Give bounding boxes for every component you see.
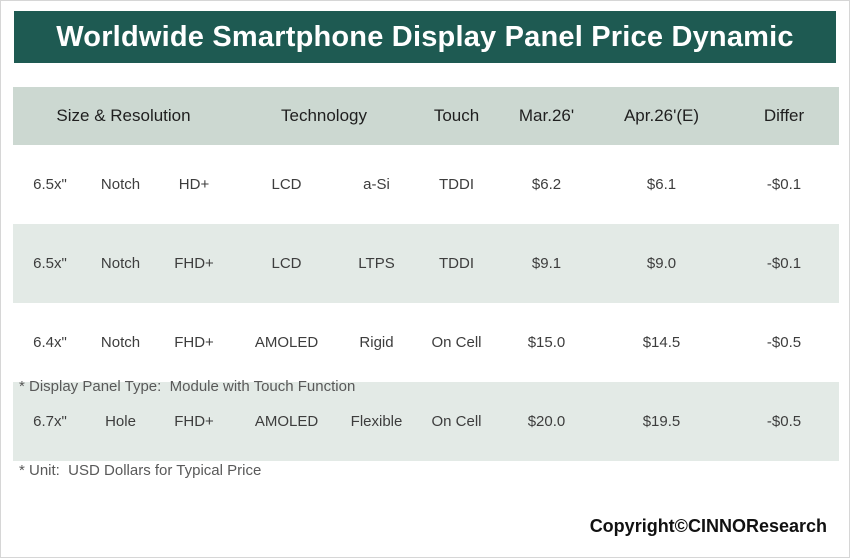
cell-panel-type: LCD: [271, 255, 302, 272]
cell-resolution: HD+: [178, 176, 210, 193]
cell-size: 6.5x": [33, 255, 67, 272]
cell-touch: On Cell: [431, 413, 482, 430]
cell-panel-type: LCD: [271, 176, 302, 193]
cell-panel-type: AMOLED: [254, 413, 319, 430]
header-touch: Touch: [433, 106, 480, 125]
cell-cutout: Hole: [105, 413, 136, 430]
header-apr: Apr.26'(E): [623, 106, 700, 125]
cell-cutout: Notch: [100, 255, 141, 272]
header-differ: Differ: [763, 106, 805, 125]
header-size-resolution: Size & Resolution: [56, 106, 191, 125]
cell-differ: -$0.5: [766, 413, 802, 430]
title-banner: Worldwide Smartphone Display Panel Price…: [14, 11, 836, 63]
table-row: 6.5x" Notch HD+ LCD a-Si TDDI $6.2 $6.1 …: [13, 145, 839, 224]
cell-apr-price: $19.5: [642, 413, 681, 430]
header-technology: Technology: [280, 106, 367, 125]
cell-differ: -$0.1: [766, 176, 802, 193]
cell-backplane: LTPS: [358, 255, 395, 272]
cell-panel-type: AMOLED: [254, 334, 319, 351]
cell-touch: On Cell: [431, 334, 482, 351]
cell-mar-price: $6.2: [531, 176, 562, 193]
cell-resolution: FHD+: [174, 413, 214, 430]
cell-size: 6.5x": [33, 176, 67, 193]
cell-resolution: FHD+: [174, 334, 214, 351]
copyright-text: Copyright©CINNOResearch: [589, 516, 827, 536]
cell-size: 6.4x": [33, 334, 67, 351]
table-header-row: Size & Resolution Technology Touch Mar.2…: [13, 87, 839, 145]
price-table: Size & Resolution Technology Touch Mar.2…: [13, 87, 839, 461]
cell-touch: TDDI: [439, 255, 474, 272]
cell-size: 6.7x": [33, 413, 67, 430]
header-mar: Mar.26': [518, 106, 575, 125]
cell-backplane: Flexible: [350, 413, 403, 430]
table-row: 6.4x" Notch FHD+ AMOLED Rigid On Cell $1…: [13, 303, 839, 382]
title-bar: Worldwide Smartphone Display Panel Price…: [14, 11, 836, 63]
cell-mar-price: $15.0: [527, 334, 566, 351]
cell-backplane: Rigid: [359, 334, 394, 351]
cell-cutout: Notch: [100, 334, 141, 351]
cell-resolution: FHD+: [174, 255, 214, 272]
page-title: Worldwide Smartphone Display Panel Price…: [56, 20, 794, 53]
footnote-unit: * Unit: USD Dollars for Typical Price: [19, 462, 262, 479]
footnotes: * Display Panel Type: Module with Touch …: [19, 317, 355, 541]
cell-cutout: Notch: [100, 176, 141, 193]
cell-apr-price: $9.0: [646, 255, 677, 272]
cell-apr-price: $6.1: [646, 176, 677, 193]
cell-differ: -$0.5: [766, 334, 802, 351]
table-row: 6.7x" Hole FHD+ AMOLED Flexible On Cell …: [13, 382, 839, 461]
cell-backplane: a-Si: [363, 176, 390, 193]
footnote-panel-type: * Display Panel Type: Module with Touch …: [19, 378, 356, 395]
cell-touch: TDDI: [439, 176, 474, 193]
cell-apr-price: $14.5: [642, 334, 681, 351]
cell-mar-price: $20.0: [527, 413, 566, 430]
cell-mar-price: $9.1: [531, 255, 562, 272]
cell-differ: -$0.1: [766, 255, 802, 272]
table-row: 6.5x" Notch FHD+ LCD LTPS TDDI $9.1 $9.0…: [13, 224, 839, 303]
